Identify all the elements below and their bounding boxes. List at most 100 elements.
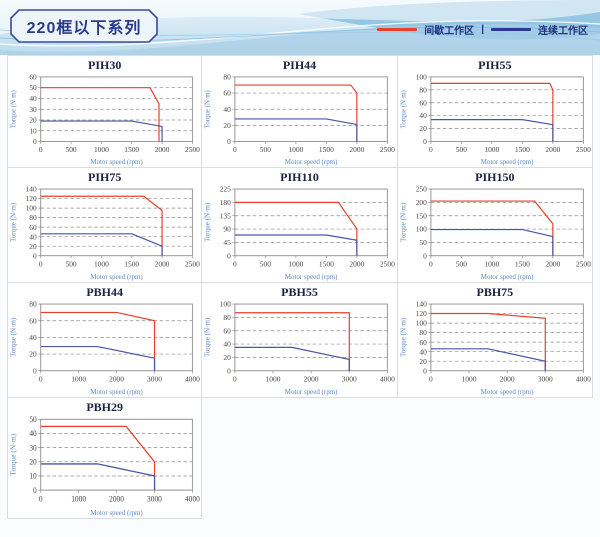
svg-text:20: 20 <box>419 124 427 133</box>
svg-text:500: 500 <box>65 259 76 268</box>
svg-text:Torque (N·m): Torque (N·m) <box>399 202 407 242</box>
svg-text:225: 225 <box>220 185 231 194</box>
svg-text:250: 250 <box>415 185 426 194</box>
svg-text:Motor speed (rpm): Motor speed (rpm) <box>90 388 143 396</box>
chamfered-border <box>10 9 158 43</box>
svg-text:3000: 3000 <box>342 374 357 383</box>
svg-text:100: 100 <box>220 300 231 309</box>
svg-text:Torque (N·m): Torque (N·m) <box>399 317 407 357</box>
svg-text:60: 60 <box>224 89 232 98</box>
svg-text:2500: 2500 <box>576 145 591 154</box>
svg-text:1500: 1500 <box>124 259 139 268</box>
svg-text:4000: 4000 <box>185 494 200 503</box>
svg-text:0: 0 <box>429 259 433 268</box>
svg-text:0: 0 <box>33 486 37 495</box>
svg-text:4000: 4000 <box>380 374 395 383</box>
intermittent-zone-swatch <box>377 28 418 31</box>
svg-text:0: 0 <box>227 251 231 260</box>
svg-text:20: 20 <box>29 350 37 359</box>
svg-text:1500: 1500 <box>319 259 334 268</box>
svg-text:0: 0 <box>423 137 427 146</box>
chart-row-2: PIH75 0 20 40 60 80 100 120 140 0 500 1000 1500 2000… <box>7 168 593 283</box>
chart-legend: 间歇工作区 | 连续工作区 <box>377 22 588 37</box>
svg-text:20: 20 <box>224 121 232 130</box>
svg-text:3000: 3000 <box>147 374 162 383</box>
page-title: 220框以下系列 <box>26 20 142 37</box>
svg-text:Torque (N·m): Torque (N·m) <box>10 90 17 128</box>
svg-text:40: 40 <box>224 105 232 114</box>
svg-text:80: 80 <box>29 300 37 309</box>
chart-card-pbh55: PBH55 0 20 40 60 80 100 0 1000 2000 3000 4000 Motor… <box>202 283 398 398</box>
svg-text:20: 20 <box>419 357 427 366</box>
svg-text:140: 140 <box>415 300 426 309</box>
wave-banner-art <box>0 0 600 55</box>
chart-row-3: PBH44 0 20 40 60 80 0 1000 2000 3000 4000 Motor sp… <box>7 283 593 398</box>
svg-text:40: 40 <box>419 111 427 120</box>
svg-text:1000: 1000 <box>71 494 86 503</box>
svg-text:60: 60 <box>419 338 427 347</box>
svg-text:500: 500 <box>455 145 466 154</box>
svg-text:0: 0 <box>39 374 43 383</box>
svg-text:140: 140 <box>26 185 37 194</box>
svg-text:1000: 1000 <box>94 145 109 154</box>
svg-text:2000: 2000 <box>155 145 170 154</box>
svg-text:1000: 1000 <box>289 145 304 154</box>
svg-text:100: 100 <box>26 204 37 213</box>
chart-row-1: PIH30 0 10 20 30 40 50 60 0 500 1000 1500 2000 2500 M… <box>7 55 593 168</box>
svg-text:60: 60 <box>419 98 427 107</box>
svg-text:2500: 2500 <box>185 145 200 154</box>
svg-text:Torque (N·m): Torque (N·m) <box>205 90 212 128</box>
svg-text:0: 0 <box>33 366 37 375</box>
svg-text:100: 100 <box>415 225 426 234</box>
svg-text:Torque (N·m): Torque (N·m) <box>400 90 407 128</box>
svg-text:Torque (N·m): Torque (N·m) <box>204 317 212 357</box>
svg-text:50: 50 <box>29 83 37 92</box>
continuous-zone-label: 连续工作区 <box>538 26 588 37</box>
legend-separator: | <box>481 24 484 35</box>
svg-text:100: 100 <box>415 319 426 328</box>
chart-plot: 0 45 90 135 180 225 0 500 1000 1500 2000 2500 Motor … <box>204 185 396 281</box>
chart-plot: 0 20 40 60 80 0 500 1000 1500 2000 2500 Motor speed… <box>205 73 396 166</box>
svg-text:100: 100 <box>415 73 426 81</box>
svg-text:10: 10 <box>29 471 37 480</box>
svg-text:0: 0 <box>39 494 43 503</box>
chart-title: PBH29 <box>86 400 123 414</box>
svg-text:2000: 2000 <box>304 374 319 383</box>
svg-text:80: 80 <box>29 213 37 222</box>
chart-plot: 0 10 20 30 40 50 0 1000 2000 3000 4000 Motor speed … <box>10 415 200 517</box>
svg-text:40: 40 <box>29 232 37 241</box>
svg-text:1000: 1000 <box>484 259 499 268</box>
svg-text:0: 0 <box>39 259 43 268</box>
svg-text:40: 40 <box>419 347 427 356</box>
svg-text:500: 500 <box>65 145 76 154</box>
svg-text:3000: 3000 <box>147 494 162 503</box>
svg-text:Motor speed (rpm): Motor speed (rpm) <box>480 159 533 166</box>
svg-text:50: 50 <box>419 238 427 247</box>
chart-plot: 0 20 40 60 80 0 1000 2000 3000 4000 Motor speed (r… <box>9 300 200 396</box>
svg-text:20: 20 <box>29 116 37 125</box>
chart-title: PIH110 <box>280 170 319 184</box>
svg-text:60: 60 <box>29 223 37 232</box>
chart-title: PIH75 <box>87 170 122 184</box>
series-title-box: 220框以下系列 <box>10 9 158 43</box>
chart-card-pih30: PIH30 0 10 20 30 40 50 60 0 500 1000 1500 2000 2500 M… <box>7 55 203 168</box>
svg-text:Motor speed (rpm): Motor speed (rpm) <box>285 159 338 166</box>
svg-text:80: 80 <box>224 73 232 81</box>
svg-text:2000: 2000 <box>545 259 560 268</box>
svg-text:0: 0 <box>33 137 37 146</box>
svg-text:2000: 2000 <box>155 259 170 268</box>
svg-text:0: 0 <box>39 145 43 154</box>
svg-text:Motor speed (rpm): Motor speed (rpm) <box>90 273 143 281</box>
svg-text:60: 60 <box>224 326 232 335</box>
svg-text:2000: 2000 <box>545 145 560 154</box>
svg-text:120: 120 <box>26 194 37 203</box>
svg-text:90: 90 <box>224 225 232 234</box>
svg-text:30: 30 <box>29 105 37 114</box>
chart-grid: PIH30 0 10 20 30 40 50 60 0 500 1000 1500 2000 2500 M… <box>7 55 593 519</box>
svg-text:500: 500 <box>455 259 466 268</box>
chart-card-pbh75: PBH75 0 20 40 60 80 100 120 140 0 1000 2000 3000 400… <box>397 283 593 398</box>
